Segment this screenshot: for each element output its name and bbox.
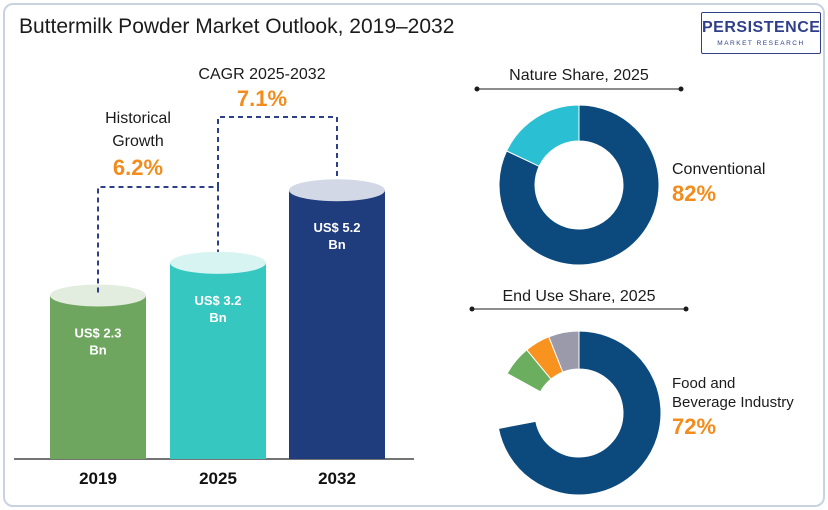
bar-2025 [170,262,266,459]
historical-growth-connector [97,186,219,293]
cagr-connector [217,116,338,187]
bars-group: US$ 2.3 Bn 2019 US$ 3.2 Bn 2025 US$ 5.2 Bn 2032 [50,116,385,488]
bar-value-label-2032-line1: US$ 5.2 [314,220,361,235]
category-label-2019: 2019 [79,469,117,488]
bar-value-label-2025-line2: Bn [209,310,226,325]
enduse-donut-slice-4 [548,330,580,373]
bar-value-label-2019-line2: Bn [89,343,106,358]
bar-2032 [289,190,385,460]
donuts-group [496,104,662,496]
enduse-share-title: End Use Share, 2025 [503,288,656,305]
bar-value-label-2019-line1: US$ 2.3 [75,326,122,341]
nature-highlight-value: 82% [672,181,716,206]
cagr-value: 7.1% [237,86,287,111]
historical-growth-value: 6.2% [113,155,163,180]
nature-share-title: Nature Share, 2025 [509,67,649,84]
page-title: Buttermilk Powder Market Outlook, 2019–2… [19,15,455,38]
nature-title-rule-dot-right [678,86,684,92]
brand-logo: PERSISTENCE MARKET RESEARCH [701,12,821,54]
bar-value-label-2025-line1: US$ 3.2 [195,293,242,308]
bar-top-2025 [170,251,266,274]
logo-tagline: MARKET RESEARCH [717,40,805,47]
category-label-2032: 2032 [318,469,356,488]
historical-growth-label-line1: Historical [105,110,171,127]
cagr-label: CAGR 2025-2032 [198,66,325,83]
enduse-donut-slice-0 [497,330,662,496]
enduse-highlight-label-line1: Food and [672,375,735,392]
bar-value-label-2032-line2: Bn [328,237,345,252]
historical-growth-label-line2: Growth [112,133,164,150]
nature-highlight-label: Conventional [672,161,765,178]
bar-2019 [50,295,146,459]
nature-donut-slice-1 [505,104,580,167]
bar-top-2032 [289,179,385,202]
nature-donut-slice-0 [498,104,660,266]
enduse-title-rule-dot-left [469,306,475,312]
bar-top-2019 [50,284,146,307]
logo-wordmark: PERSISTENCE [702,19,821,36]
category-label-2025: 2025 [199,469,237,488]
nature-title-rule-dot-left [474,86,480,92]
enduse-title-rule-dot-right [683,306,689,312]
enduse-highlight-value: 72% [672,414,716,439]
enduse-highlight-label-line2: Beverage Industry [672,394,794,411]
